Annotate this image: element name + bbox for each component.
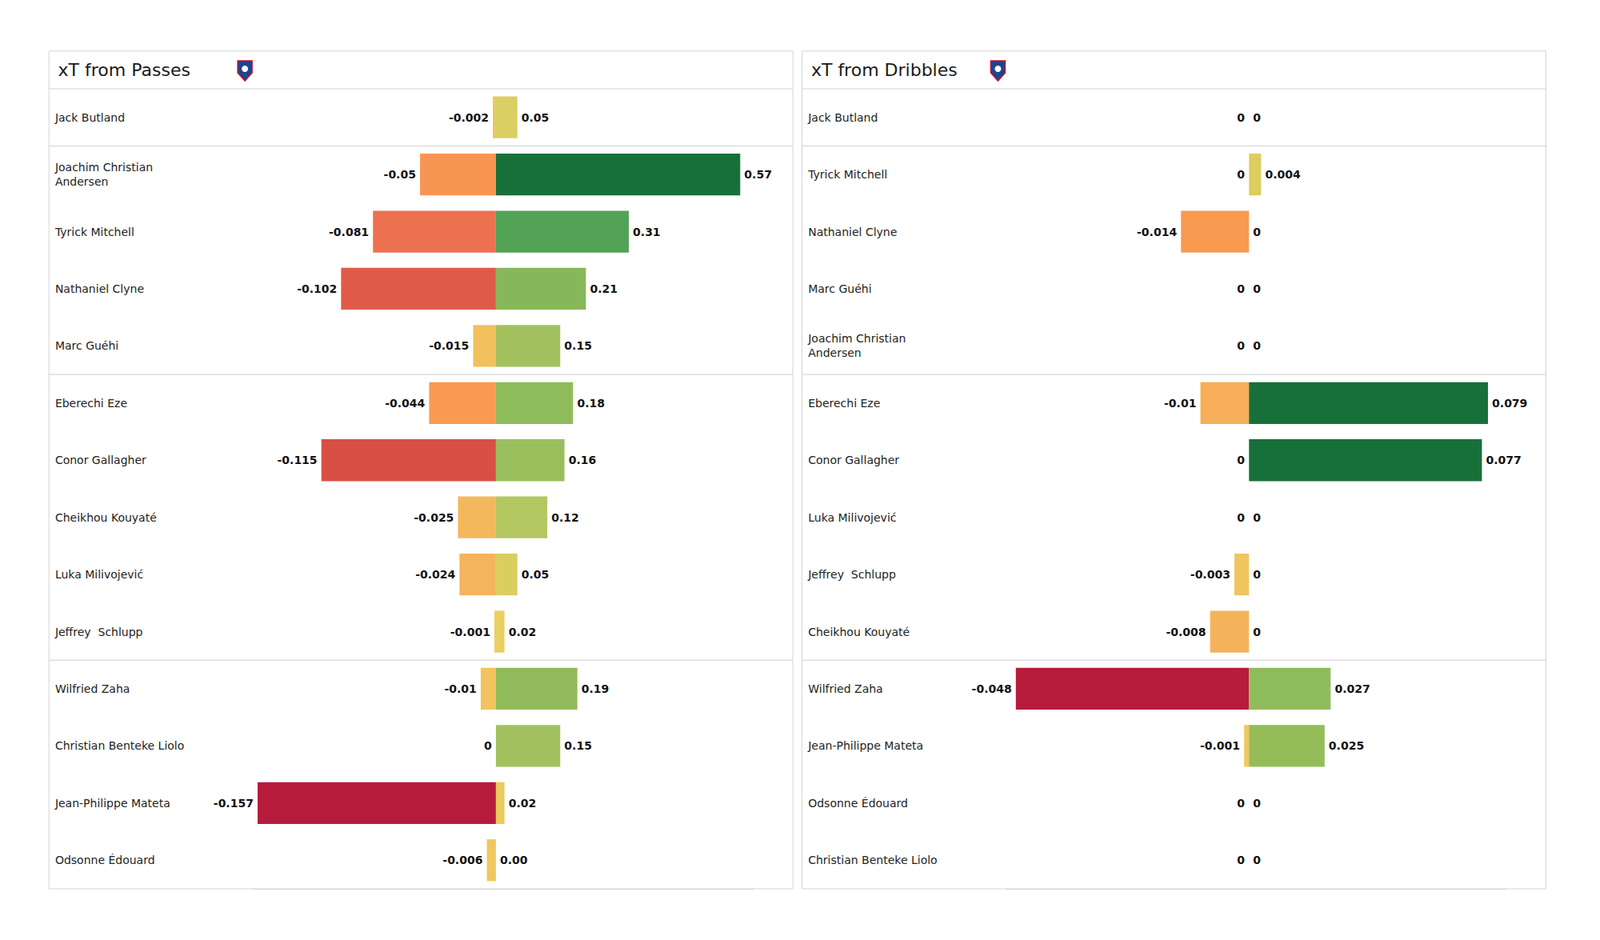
svg-text:Jean-Philippe Mateta: Jean-Philippe Mateta: [807, 739, 924, 752]
svg-text:Tyrick Mitchell: Tyrick Mitchell: [54, 225, 135, 239]
svg-text:0.025: 0.025: [1328, 739, 1364, 752]
svg-text:-0.006: -0.006: [442, 853, 483, 867]
svg-text:Andersen: Andersen: [808, 346, 862, 360]
svg-text:Joachim Christian: Joachim Christian: [54, 160, 157, 174]
svg-text:Wilfried Zaha: Wilfried Zaha: [55, 682, 130, 696]
svg-text:-0.157: -0.157: [213, 796, 254, 810]
svg-text:0: 0: [1236, 111, 1245, 124]
svg-text:-0.001: -0.001: [450, 625, 491, 639]
svg-text:Joachim Christian: Joachim Christian: [807, 332, 910, 345]
svg-text:Jack Butland: Jack Butland: [54, 111, 125, 124]
svg-text:0: 0: [1236, 168, 1245, 181]
svg-text:0.077: 0.077: [1486, 453, 1522, 467]
svg-text:-0.024: -0.024: [415, 568, 456, 581]
svg-text:-0.014: -0.014: [1136, 225, 1177, 239]
svg-text:xT from Passes: xT from Passes: [58, 60, 191, 80]
svg-text:Luka Milivojević: Luka Milivojević: [808, 511, 896, 524]
svg-text:Conor Gallagher: Conor Gallagher: [808, 453, 900, 467]
svg-text:0.19: 0.19: [581, 682, 610, 696]
svg-text:Jean-Philippe Mateta: Jean-Philippe Mateta: [54, 796, 171, 810]
svg-text:-0.008: -0.008: [1165, 625, 1206, 639]
svg-text:0.00: 0.00: [500, 853, 528, 867]
svg-text:0.02: 0.02: [508, 625, 537, 639]
svg-text:xT from Dribbles: xT from Dribbles: [811, 60, 958, 80]
svg-text:Odsonne Édouard: Odsonne Édouard: [808, 796, 908, 810]
svg-text:0: 0: [1252, 568, 1261, 581]
svg-text:-0.003: -0.003: [1190, 568, 1231, 581]
svg-text:0.12: 0.12: [551, 511, 580, 524]
svg-text:Eberechi Eze: Eberechi Eze: [55, 396, 128, 410]
svg-text:0.02: 0.02: [508, 796, 537, 810]
svg-text:Jeffrey Schlupp: Jeffrey Schlupp: [807, 568, 896, 581]
svg-text:0: 0: [1236, 453, 1245, 467]
svg-text:0: 0: [1252, 282, 1261, 296]
svg-text:0.079: 0.079: [1492, 396, 1528, 410]
svg-text:0: 0: [1236, 282, 1245, 296]
svg-text:0: 0: [1236, 511, 1245, 524]
svg-text:Conor Gallagher: Conor Gallagher: [55, 453, 147, 467]
svg-text:Tyrick Mitchell: Tyrick Mitchell: [807, 168, 888, 181]
svg-text:0: 0: [1252, 625, 1261, 639]
svg-text:0.21: 0.21: [590, 282, 619, 296]
svg-text:Nathaniel Clyne: Nathaniel Clyne: [55, 282, 144, 296]
svg-text:-0.025: -0.025: [413, 511, 454, 524]
svg-text:0.05: 0.05: [521, 111, 550, 124]
svg-text:Marc Guéhi: Marc Guéhi: [808, 282, 872, 296]
svg-text:0.57: 0.57: [744, 168, 772, 181]
svg-text:Cheikhou Kouyaté: Cheikhou Kouyaté: [55, 511, 157, 524]
svg-text:Andersen: Andersen: [55, 175, 108, 188]
svg-text:0: 0: [1252, 853, 1261, 867]
svg-text:0.027: 0.027: [1334, 682, 1370, 696]
svg-text:0: 0: [1236, 853, 1245, 867]
svg-text:0: 0: [1236, 339, 1245, 352]
svg-text:0.15: 0.15: [564, 339, 592, 352]
svg-text:Nathaniel Clyne: Nathaniel Clyne: [808, 225, 897, 239]
svg-text:0: 0: [1236, 796, 1245, 810]
svg-text:0: 0: [1252, 225, 1261, 239]
svg-text:Cheikhou Kouyaté: Cheikhou Kouyaté: [808, 625, 910, 639]
svg-text:0.18: 0.18: [576, 396, 605, 410]
svg-text:0: 0: [1252, 796, 1261, 810]
svg-text:0: 0: [1252, 339, 1261, 352]
svg-text:-0.015: -0.015: [428, 339, 469, 352]
svg-text:0: 0: [484, 739, 492, 752]
svg-text:-0.01: -0.01: [1164, 396, 1196, 410]
svg-text:Eberechi Eze: Eberechi Eze: [808, 396, 880, 410]
svg-text:0.16: 0.16: [568, 453, 597, 467]
svg-text:-0.01: -0.01: [444, 682, 476, 696]
svg-text:-0.048: -0.048: [972, 682, 1012, 696]
svg-text:-0.002: -0.002: [448, 111, 489, 124]
svg-text:Jeffrey Schlupp: Jeffrey Schlupp: [54, 625, 144, 639]
svg-text:-0.081: -0.081: [328, 225, 369, 239]
svg-text:-0.102: -0.102: [296, 282, 337, 296]
svg-text:0: 0: [1252, 111, 1261, 124]
svg-text:0.15: 0.15: [564, 739, 592, 752]
svg-text:Luka Milivojević: Luka Milivojević: [55, 568, 144, 581]
svg-text:Christian Benteke Liolo: Christian Benteke Liolo: [808, 853, 937, 867]
svg-text:-0.044: -0.044: [384, 396, 425, 410]
svg-text:Jack Butland: Jack Butland: [807, 111, 878, 124]
svg-text:Marc Guéhi: Marc Guéhi: [55, 339, 119, 352]
svg-text:0: 0: [1252, 511, 1261, 524]
svg-text:0.31: 0.31: [632, 225, 661, 239]
svg-text:-0.001: -0.001: [1200, 739, 1240, 752]
svg-text:0.004: 0.004: [1264, 168, 1301, 181]
svg-text:Odsonne Édouard: Odsonne Édouard: [55, 853, 156, 867]
svg-text:Wilfried Zaha: Wilfried Zaha: [808, 682, 883, 696]
svg-text:-0.05: -0.05: [384, 168, 416, 181]
svg-text:Christian Benteke Liolo: Christian Benteke Liolo: [55, 739, 184, 752]
svg-text:0.05: 0.05: [521, 568, 550, 581]
svg-text:-0.115: -0.115: [277, 453, 318, 467]
